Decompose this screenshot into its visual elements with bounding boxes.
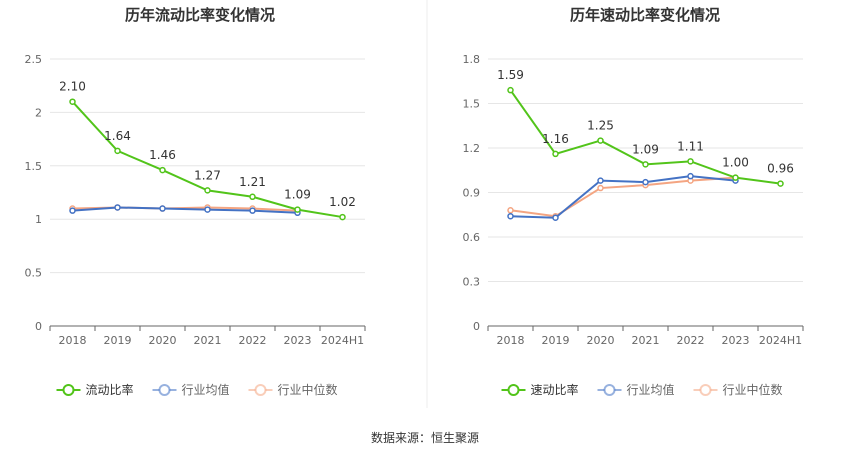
data-point xyxy=(339,213,346,221)
data-point xyxy=(777,180,784,187)
legend-item: 行业均值 xyxy=(597,382,675,397)
y-tick-label: 1.5 xyxy=(25,160,43,173)
data-point xyxy=(552,214,559,221)
x-tick-label: 2021 xyxy=(194,334,222,347)
legend-label: 行业中位数 xyxy=(723,382,783,397)
legend-item: 行业中位数 xyxy=(248,382,338,397)
data-label: 1.09 xyxy=(284,188,311,202)
y-tick-label: 1.5 xyxy=(463,98,481,111)
x-tick-label: 2023 xyxy=(722,334,750,347)
data-label: 1.16 xyxy=(542,132,569,146)
x-tick-label: 2020 xyxy=(587,334,615,347)
data-label: 1.25 xyxy=(587,119,614,133)
data-point xyxy=(507,207,514,214)
data-point xyxy=(642,178,649,186)
y-tick-label: 1 xyxy=(35,213,42,226)
data-point xyxy=(294,206,301,213)
x-tick-label: 2022 xyxy=(677,334,705,347)
legend-item: 行业均值 xyxy=(152,382,230,397)
data-point xyxy=(69,207,76,214)
legend-item: 流动比率 xyxy=(56,382,134,397)
legend-marker xyxy=(507,384,520,396)
x-tick-label: 2021 xyxy=(632,334,660,347)
data-point xyxy=(507,212,514,220)
y-tick-label: 2 xyxy=(35,106,42,119)
y-tick-label: 1.8 xyxy=(463,53,481,66)
x-tick-label: 2022 xyxy=(239,334,267,347)
legend-marker xyxy=(254,384,267,396)
data-point xyxy=(159,205,166,212)
legend-label: 行业均值 xyxy=(627,382,675,397)
chart-1: 历年流动比率变化情况 0 0.5 1 1.5 2 2.5 2018 2019 2020 2021 20… xyxy=(25,6,366,397)
y-tick-label: 0 xyxy=(473,320,480,333)
legend-marker xyxy=(603,384,616,396)
legend-label: 速动比率 xyxy=(531,382,579,397)
chart-title: 历年流动比率变化情况 xyxy=(125,6,275,24)
data-point xyxy=(249,207,256,214)
data-point xyxy=(159,166,166,174)
x-tick-label: 2023 xyxy=(284,334,312,347)
y-tick-label: 2.5 xyxy=(25,53,43,66)
legend-label: 流动比率 xyxy=(86,382,134,397)
x-tick-label: 2024H1 xyxy=(321,334,364,347)
y-tick-label: 1.2 xyxy=(463,142,481,155)
data-label: 1.59 xyxy=(497,68,524,82)
legend-marker xyxy=(699,384,712,396)
chart-canvas: 历年流动比率变化情况 0 0.5 1 1.5 2 2.5 2018 2019 2020 2021 20… xyxy=(25,0,804,408)
legend-marker xyxy=(62,384,75,396)
data-point xyxy=(507,86,514,94)
data-point xyxy=(642,161,649,168)
x-tick-label: 2018 xyxy=(59,334,87,347)
data-label: 1.02 xyxy=(329,195,356,209)
data-label: 1.09 xyxy=(632,142,659,156)
data-label: 1.27 xyxy=(194,168,221,182)
data-label: 2.10 xyxy=(59,80,86,94)
data-point xyxy=(249,193,256,201)
data-point xyxy=(204,187,211,194)
legend-item: 行业中位数 xyxy=(693,382,783,397)
data-point xyxy=(597,184,604,192)
data-point xyxy=(732,174,739,181)
data-point xyxy=(69,98,76,105)
legend-item: 速动比率 xyxy=(501,382,579,397)
x-tick-label: 2024H1 xyxy=(759,334,802,347)
data-label: 1.11 xyxy=(677,139,704,153)
x-tick-label: 2020 xyxy=(149,334,177,347)
data-point xyxy=(114,204,121,211)
data-label: 1.21 xyxy=(239,175,266,189)
data-label: 1.00 xyxy=(722,156,749,170)
legend-label: 行业均值 xyxy=(182,382,230,397)
data-point xyxy=(597,177,604,184)
data-source-note: 数据来源：恒生聚源 xyxy=(370,431,479,445)
data-point xyxy=(597,137,604,144)
data-point xyxy=(204,206,211,213)
x-tick-label: 2019 xyxy=(542,334,570,347)
x-tick-label: 2019 xyxy=(104,334,132,347)
series-line xyxy=(510,176,736,218)
x-tick-label: 2018 xyxy=(497,334,525,347)
legend-marker xyxy=(158,384,171,396)
data-label: 0.96 xyxy=(767,162,794,176)
data-point xyxy=(114,147,121,155)
y-tick-label: 0.9 xyxy=(463,187,481,200)
y-tick-label: 0.6 xyxy=(463,231,481,244)
series-line xyxy=(72,206,298,214)
data-label: 1.46 xyxy=(149,148,176,162)
chart-title: 历年速动比率变化情况 xyxy=(570,6,720,24)
y-tick-label: 0.3 xyxy=(463,276,481,289)
y-tick-label: 0.5 xyxy=(25,267,43,280)
data-point xyxy=(552,150,559,158)
legend-label: 行业中位数 xyxy=(278,382,338,397)
chart-2: 历年速动比率变化情况 0 0.3 0.6 0.9 1.2 1.5 1.8 2018 2019 202… xyxy=(463,6,804,397)
series-line xyxy=(510,175,736,219)
data-point xyxy=(687,158,694,165)
data-point xyxy=(687,172,694,180)
data-label: 1.64 xyxy=(104,129,131,143)
y-tick-label: 0 xyxy=(35,320,42,333)
